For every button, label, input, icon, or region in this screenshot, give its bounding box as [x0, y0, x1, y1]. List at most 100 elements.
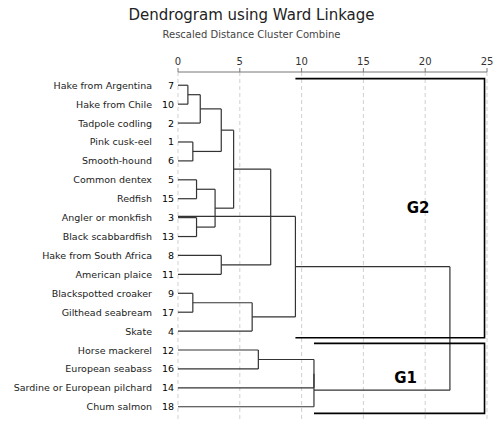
leaf-label: Hake from Argentina — [54, 80, 152, 91]
axis-line — [178, 72, 487, 73]
leaf-label: Chum salmon — [87, 401, 152, 412]
leaf-id: 6 — [168, 155, 174, 166]
merge-branch — [178, 406, 314, 407]
leaf-label: Smooth-hound — [82, 155, 152, 166]
merge-branch — [178, 85, 188, 86]
merge — [215, 130, 234, 208]
group-label: G1 — [394, 369, 417, 387]
leaf-id: 12 — [162, 345, 174, 356]
grid-line — [301, 72, 302, 420]
merge-branch — [178, 198, 197, 199]
tick-mark — [425, 68, 426, 72]
leaf-id: 18 — [162, 401, 174, 412]
leaf-label: Black scabbardfish — [63, 231, 152, 242]
grid-line — [178, 72, 179, 420]
leaf-id: 13 — [162, 231, 174, 242]
leaf-id: 17 — [162, 307, 174, 318]
leaf-id: 1 — [168, 136, 174, 147]
merge — [178, 180, 197, 199]
group-box — [295, 79, 484, 338]
merge-branch — [295, 266, 450, 267]
tick-label: 5 — [237, 56, 243, 67]
merge — [178, 359, 314, 387]
merge-branch — [188, 94, 200, 95]
leaf-id: 11 — [162, 269, 174, 280]
tick-mark — [363, 68, 364, 72]
leaf-label: Redfish — [117, 193, 152, 204]
title: Dendrogram using Ward Linkage — [128, 6, 374, 24]
merge-link — [449, 267, 450, 391]
merge-branch — [178, 331, 252, 332]
merge-branch — [200, 108, 221, 109]
leaf-label: Hake from Chile — [76, 99, 152, 110]
merge-branch — [178, 274, 221, 275]
leaf-id: 3 — [168, 212, 174, 223]
merge-branch — [178, 160, 193, 161]
merge — [178, 218, 197, 237]
group-labels: G2G1 — [394, 199, 429, 387]
leaf-label: Tadpole codling — [77, 118, 152, 129]
merge-branch — [178, 255, 221, 256]
merge-branch — [178, 216, 295, 217]
leaf-id: 4 — [168, 326, 174, 337]
merge — [178, 303, 252, 331]
tick-mark — [301, 68, 302, 72]
x-axis: 0 5 10 15 20 25 — [175, 56, 494, 72]
merge-branch — [252, 316, 295, 317]
grid-line — [239, 72, 240, 420]
merge-branch — [178, 293, 193, 294]
tick-label: 15 — [357, 56, 370, 67]
merge-branch — [234, 169, 271, 170]
leaf-id: 8 — [168, 250, 174, 261]
merge — [178, 374, 314, 407]
leaf-label: Horse mackerel — [78, 345, 152, 356]
y-labels: Hake from Argentina Hake from Chile Tadpol… — [14, 80, 174, 413]
merge-branch — [178, 217, 197, 218]
leaf-id: 16 — [162, 363, 174, 374]
merge-branch — [221, 130, 233, 131]
merge-branch — [178, 104, 188, 105]
merge-branch — [178, 349, 258, 350]
merge-branch — [197, 189, 216, 190]
leaf-id: 7 — [168, 80, 174, 91]
subtitle: Rescaled Distance Cluster Combine — [163, 29, 341, 40]
chart: Dendrogram using Ward Linkage Rescaled Di… — [0, 0, 503, 430]
merge-branch — [215, 208, 234, 209]
merge-branch — [178, 312, 193, 313]
merge-branch — [314, 390, 450, 391]
tick-label: 25 — [481, 56, 494, 67]
merge — [178, 350, 258, 369]
leaf-id: 15 — [162, 193, 174, 204]
grid — [178, 72, 487, 420]
tick-mark — [487, 68, 488, 72]
leaf-label: Common dentex — [73, 174, 152, 185]
leaf-label: Skate — [125, 326, 152, 337]
grid-line — [363, 72, 364, 420]
tick-mark — [178, 68, 179, 72]
tick-label: 20 — [419, 56, 432, 67]
leaf-label: European seabass — [65, 363, 152, 374]
merge-branch — [221, 264, 270, 265]
leaf-id: 14 — [162, 382, 174, 393]
tick-label: 10 — [295, 56, 308, 67]
merge-branch — [178, 179, 197, 180]
leaf-id: 10 — [162, 99, 174, 110]
leaf-label: American plaice — [76, 269, 153, 280]
leaf-label: Sardine or European pilchard — [14, 382, 152, 393]
merge-branch — [178, 236, 197, 237]
merge-branch — [258, 359, 314, 360]
leaf-label: Hake from South Africa — [42, 250, 152, 261]
merge — [178, 85, 188, 104]
tick-mark — [239, 68, 240, 72]
merge-branch — [197, 226, 216, 227]
merge — [178, 95, 200, 123]
group-box — [314, 343, 485, 413]
leaf-id: 2 — [168, 118, 174, 129]
tick-label: 0 — [175, 56, 181, 67]
leaf-label: Pink cusk-eel — [90, 136, 152, 147]
merge — [178, 293, 193, 312]
grid-line — [425, 72, 426, 420]
merge — [295, 267, 450, 391]
merge — [197, 189, 216, 227]
merge — [178, 142, 193, 161]
